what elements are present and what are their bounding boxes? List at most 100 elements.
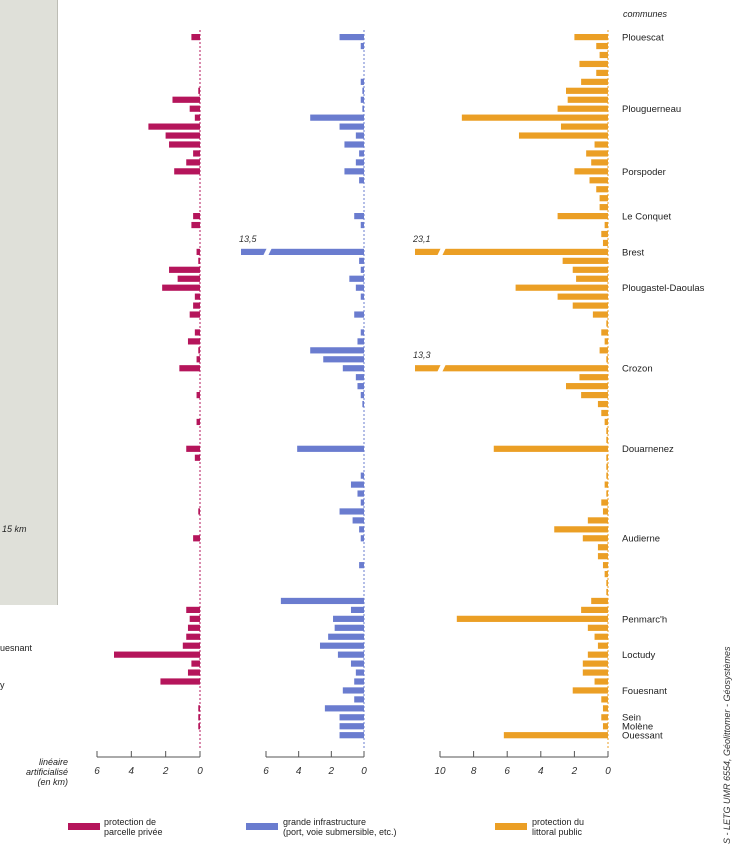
- bar: [456, 615, 608, 622]
- bar: [557, 105, 608, 112]
- commune-label: Plougastel-Daoulas: [622, 283, 705, 294]
- bar: [606, 356, 608, 363]
- bar: [606, 320, 608, 327]
- legend-label-private: protection de parcelle privée: [104, 817, 163, 837]
- tick-label: 2: [328, 766, 335, 777]
- bar: [169, 266, 200, 273]
- bar: [360, 535, 364, 542]
- bar-break: [263, 247, 272, 256]
- bar: [360, 329, 364, 336]
- bar: [198, 723, 200, 730]
- bar: [360, 221, 364, 229]
- bar: [198, 257, 200, 264]
- bar: [339, 508, 364, 515]
- source-credit: S - LETG UMR 6554, Géolittomer - Géosyst…: [722, 646, 732, 844]
- bar: [601, 409, 608, 417]
- bar: [586, 150, 608, 157]
- bar: [557, 293, 608, 300]
- bar: [582, 535, 608, 542]
- bar: [597, 553, 608, 560]
- bar: [599, 195, 608, 202]
- bar: [148, 123, 200, 130]
- map-place-label: y: [0, 680, 5, 690]
- bar: [186, 445, 200, 452]
- bar: [560, 123, 608, 130]
- bar: [334, 624, 364, 631]
- bar: [493, 445, 608, 452]
- bar: [601, 714, 608, 721]
- bar: [196, 392, 200, 399]
- bar: [169, 141, 200, 148]
- bar: [362, 87, 364, 94]
- bar: [186, 159, 200, 166]
- bar: [359, 177, 364, 184]
- inset-map: [0, 0, 58, 605]
- bar: [174, 168, 200, 175]
- bar: [342, 365, 364, 372]
- bar: [354, 311, 364, 318]
- bar: [599, 347, 608, 354]
- bar: [597, 544, 608, 551]
- tick-label: 4: [129, 766, 135, 777]
- bar: [415, 248, 608, 255]
- bar: [591, 597, 608, 605]
- tick-label: 8: [471, 766, 477, 777]
- bar: [362, 400, 364, 408]
- bar: [114, 651, 200, 658]
- bar: [342, 687, 364, 694]
- bar: [594, 141, 608, 148]
- bar: [194, 114, 200, 121]
- bar: [187, 669, 200, 676]
- tick-label: 0: [197, 766, 203, 777]
- bar: [359, 562, 364, 569]
- commune-label: Loctudy: [622, 650, 656, 661]
- bar: [350, 660, 364, 667]
- commune-label: Molène: [622, 722, 653, 733]
- bar: [572, 687, 608, 694]
- tick-label: 6: [94, 766, 100, 777]
- bar-value-label: 13,3: [413, 350, 431, 360]
- bar: [360, 96, 364, 103]
- bar: [350, 606, 364, 613]
- tick-label: 2: [571, 766, 578, 777]
- bar: [186, 633, 200, 640]
- bar: [581, 392, 608, 399]
- bar: [354, 696, 364, 703]
- bar: [198, 347, 200, 354]
- map-scale-label: 15 km: [2, 524, 27, 534]
- bar: [599, 51, 608, 59]
- bar: [604, 481, 608, 488]
- bar: [339, 34, 364, 41]
- bar: [360, 499, 364, 506]
- bar: [357, 490, 364, 497]
- tick-label: 4: [538, 766, 544, 777]
- legend-label-infra: grande infrastructure (port, voie submer…: [283, 817, 397, 837]
- bar: [186, 606, 200, 613]
- tick-label: 4: [296, 766, 302, 777]
- bar-value-label: 23,1: [412, 234, 431, 244]
- bar: [165, 132, 200, 139]
- bar: [606, 490, 608, 497]
- bar: [503, 732, 608, 739]
- commune-label: Fouesnant: [622, 686, 667, 697]
- bar: [359, 257, 364, 264]
- bar: [280, 597, 364, 605]
- legend-swatch-private: [68, 823, 100, 830]
- bar: [582, 660, 608, 667]
- bar: [606, 454, 608, 461]
- bar: [352, 517, 364, 524]
- bar: [191, 221, 200, 229]
- map-place-label: uesnant: [0, 643, 33, 653]
- bar: [191, 34, 200, 41]
- legend-label-line: protection de: [104, 817, 157, 827]
- bar: [567, 96, 608, 103]
- bar: [597, 400, 608, 408]
- bar: [328, 633, 364, 640]
- bar: [198, 508, 200, 515]
- bar: [601, 499, 608, 506]
- bar-break: [437, 247, 446, 256]
- value-axis-title-line: artificialisé: [25, 767, 68, 777]
- bar: [191, 660, 200, 667]
- bar: [604, 571, 608, 578]
- bar: [581, 606, 608, 613]
